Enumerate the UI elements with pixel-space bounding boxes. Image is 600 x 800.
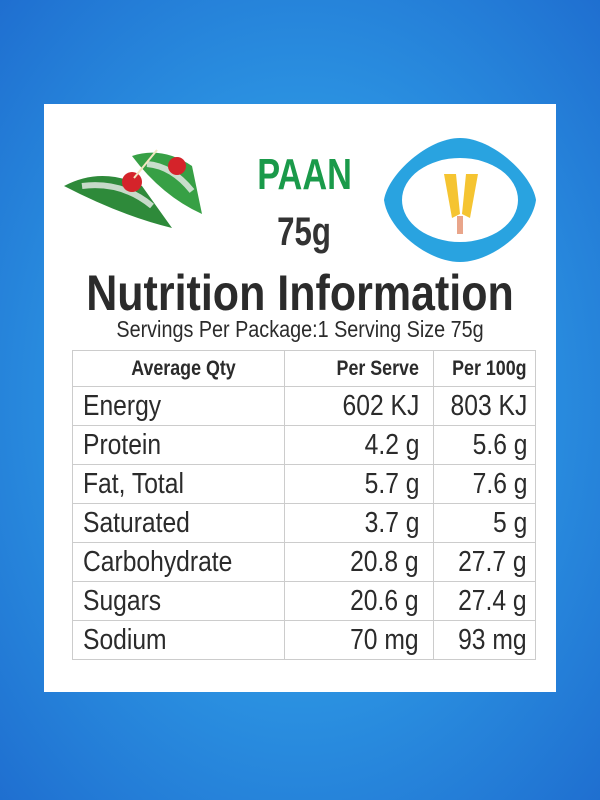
paan-image [64,149,202,228]
table-row: Fat, Total 5.7 g 7.6 g [72,464,536,504]
table-row: Sugars 20.6 g 27.4 g [72,581,536,621]
header-per-serve: Per Serve [283,350,435,387]
nutrition-table: Average Qty Per Serve Per 100g Energy 602… [72,350,536,660]
product-name: PAAN [257,150,352,199]
table-row: Sodium 70 mg 93 mg [72,620,536,660]
header-per-100g: Per 100g [433,350,536,387]
table-row: Carbohydrate 20.8 g 27.7 g [72,542,536,582]
table-row: Protein 4.2 g 5.6 g [72,425,536,465]
table-header-row: Average Qty Per Serve Per 100g [72,350,536,387]
nutrition-label-card: PAAN 75g Nutrition Information Servings … [44,104,556,692]
product-weight: 75g [277,210,331,254]
handmade-kulfi-logo [384,138,536,262]
header-average-qty: Average Qty [72,350,285,387]
table-row: Energy 602 KJ 803 KJ [72,386,536,426]
servings-info: Servings Per Package:1 Serving Size 75g [116,316,484,342]
title: Nutrition Information [86,265,514,321]
